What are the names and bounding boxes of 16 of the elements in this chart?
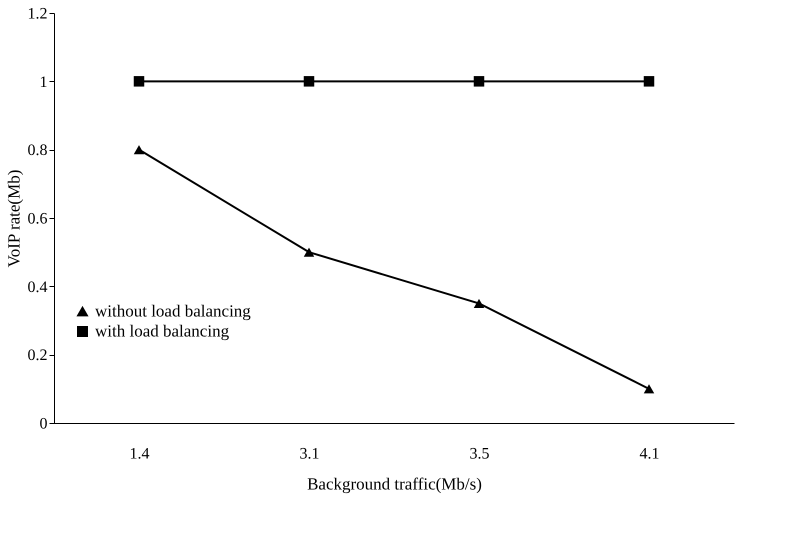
y-tick-label: 0.6 xyxy=(28,210,48,228)
y-tick-label: 1.2 xyxy=(28,6,48,22)
x-tick-label: 1.4 xyxy=(130,446,150,462)
y-tick-label: 0 xyxy=(40,416,48,432)
legend-label: without load balancing xyxy=(95,302,252,320)
y-tick-label: 0.4 xyxy=(28,278,48,296)
y-axis-title: VoIP rate(Mb) xyxy=(4,170,24,268)
x-tick-label: 3.1 xyxy=(300,446,320,462)
y-tick-label: 0.2 xyxy=(28,347,48,364)
point xyxy=(644,384,654,394)
legend-label: with load balancing xyxy=(95,322,230,340)
y-tick-label: 0.8 xyxy=(28,142,48,160)
x-axis-title: Background traffic(Mb/s) xyxy=(307,474,482,494)
x-tick-label: 3.5 xyxy=(470,446,490,462)
y-tick-label: 1 xyxy=(40,74,48,91)
x-tick-label: 4.1 xyxy=(640,446,660,462)
